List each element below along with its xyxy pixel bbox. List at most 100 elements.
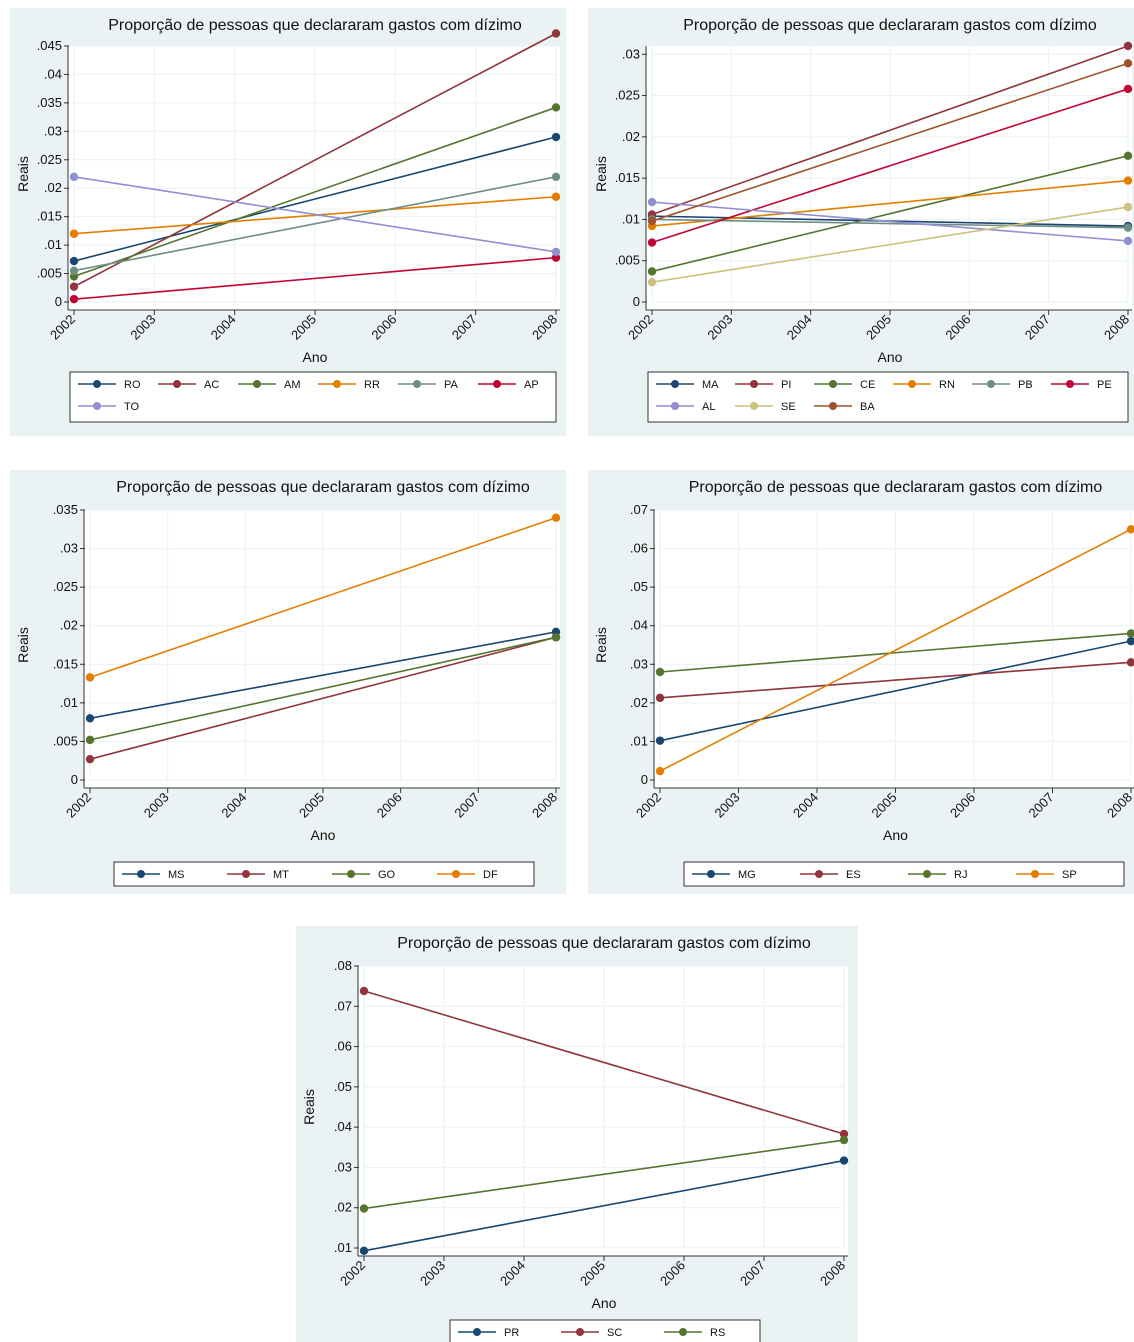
data-point-pa-2002 xyxy=(69,266,79,275)
x-tick-label: 2006 xyxy=(942,312,973,343)
y-tick-label: .02 xyxy=(44,180,62,195)
x-tick-label: 2007 xyxy=(737,1258,768,1289)
chart-svg-south: Proporção de pessoas que declararam gast… xyxy=(301,935,849,1342)
x-tick-label: 2005 xyxy=(288,312,319,343)
series-line-rj xyxy=(659,632,1132,673)
legend-label-go: GO xyxy=(378,869,396,881)
x-axis-title: Ano xyxy=(311,827,336,843)
y-tick-label: .02 xyxy=(334,1200,352,1215)
series-line-ro xyxy=(73,136,557,262)
data-point-rn-2008 xyxy=(1123,176,1133,185)
legend-marker-ce xyxy=(829,380,837,388)
x-axis-title: Ano xyxy=(592,1295,617,1311)
data-point-mg-2002 xyxy=(655,736,665,745)
data-point-pe-2008 xyxy=(1123,84,1133,94)
legend-marker-go xyxy=(347,870,355,878)
data-point-se-2008 xyxy=(1123,202,1133,212)
data-point-pr-2008 xyxy=(839,1156,849,1165)
data-point-ro-2002 xyxy=(69,256,79,266)
chart-title: Proporção de pessoas que declararam gast… xyxy=(683,17,1097,34)
y-tick-label: .025 xyxy=(37,152,62,167)
series-line-es xyxy=(659,661,1132,699)
y-axis-title: Reais xyxy=(593,156,609,192)
series-line-rn xyxy=(651,179,1129,227)
chart-svg-southeast: Proporção de pessoas que declararam gast… xyxy=(593,479,1134,887)
chart-svg-northeast: Proporção de pessoas que declararam gast… xyxy=(593,17,1133,423)
y-tick-label: .06 xyxy=(630,541,648,556)
series-line-sp xyxy=(659,528,1132,772)
legend: MG ES RJ SP xyxy=(683,861,1125,887)
data-point-rj-2008 xyxy=(1126,629,1134,638)
legend-label-ba: BA xyxy=(860,401,875,413)
legend-marker-ac xyxy=(173,380,181,388)
series-line-go xyxy=(89,636,557,741)
data-point-es-2002 xyxy=(655,693,665,703)
chart-panel-northeast: Proporção de pessoas que declararam gast… xyxy=(588,8,1134,436)
legend-marker-pe xyxy=(1066,380,1074,388)
legend-label-am: AM xyxy=(284,379,301,391)
y-axis-title: Reais xyxy=(15,627,31,663)
x-tick-label: 2003 xyxy=(141,790,172,821)
y-tick-label: .07 xyxy=(334,998,352,1013)
legend-marker-sc xyxy=(576,1328,584,1336)
chart-title: Proporção de pessoas que declararam gast… xyxy=(689,479,1103,496)
y-tick-label: .04 xyxy=(630,618,648,633)
x-tick-label: 2004 xyxy=(208,312,239,343)
data-point-rs-2002 xyxy=(359,1204,369,1213)
legend-marker-mt xyxy=(242,870,250,878)
data-point-es-2008 xyxy=(1126,658,1134,667)
legend-box xyxy=(69,371,557,423)
y-tick-label: .005 xyxy=(53,733,78,748)
series-line-ap xyxy=(73,256,557,300)
y-tick-label: 0 xyxy=(641,772,648,787)
legend-label-al: AL xyxy=(702,401,715,413)
plot-area xyxy=(84,510,560,788)
x-tick-label: 2005 xyxy=(863,312,894,343)
legend-label-mt: MT xyxy=(273,869,289,881)
data-point-ba-2008 xyxy=(1123,59,1133,68)
legend-label-es: ES xyxy=(846,869,861,881)
data-point-sc-2008 xyxy=(839,1129,849,1139)
legend-label-ma: MA xyxy=(702,379,719,391)
series-line-ms xyxy=(89,631,557,720)
legend-marker-rr xyxy=(333,380,341,388)
x-tick-label: 2002 xyxy=(47,312,78,343)
legend-marker-ro xyxy=(93,380,101,388)
series-line-se xyxy=(651,206,1129,283)
legend-marker-rj xyxy=(923,870,931,878)
y-tick-label: .02 xyxy=(630,695,648,710)
x-tick-label: 2005 xyxy=(869,790,900,821)
legend-label-se: SE xyxy=(781,401,796,413)
y-tick-label: .03 xyxy=(334,1159,352,1174)
data-point-al-2002 xyxy=(647,197,657,207)
series-line-pi xyxy=(651,45,1129,216)
legend-label-ap: AP xyxy=(524,379,539,391)
y-tick-label: .04 xyxy=(334,1119,352,1134)
y-tick-label: .01 xyxy=(630,733,648,748)
data-point-df-2008 xyxy=(551,513,561,522)
x-tick-label: 2002 xyxy=(63,790,94,821)
data-point-rr-2002 xyxy=(69,229,79,238)
legend-label-sc: SC xyxy=(607,1327,622,1339)
legend-marker-ap xyxy=(493,380,501,388)
y-tick-label: .03 xyxy=(44,123,62,138)
legend-label-ce: CE xyxy=(860,379,875,391)
legend-label-mg: MG xyxy=(738,869,756,881)
y-tick-label: 0 xyxy=(71,772,78,787)
x-tick-label: 2006 xyxy=(368,312,399,343)
x-tick-label: 2008 xyxy=(1104,790,1134,821)
legend-label-rr: RR xyxy=(364,379,380,391)
series-line-pa xyxy=(73,176,557,272)
data-point-al-2008 xyxy=(1123,236,1133,246)
data-point-se-2002 xyxy=(647,277,657,287)
chart-title: Proporção de pessoas que declararam gast… xyxy=(397,935,811,952)
y-tick-label: .08 xyxy=(334,958,352,973)
data-point-mg-2008 xyxy=(1126,636,1134,646)
y-tick-label: .015 xyxy=(37,209,62,224)
legend-label-ac: AC xyxy=(204,379,219,391)
data-point-ms-2002 xyxy=(85,714,95,723)
series-line-ac xyxy=(73,32,557,288)
y-axis-title: Reais xyxy=(15,156,31,192)
y-tick-label: .05 xyxy=(334,1079,352,1094)
legend-label-df: DF xyxy=(483,869,498,881)
